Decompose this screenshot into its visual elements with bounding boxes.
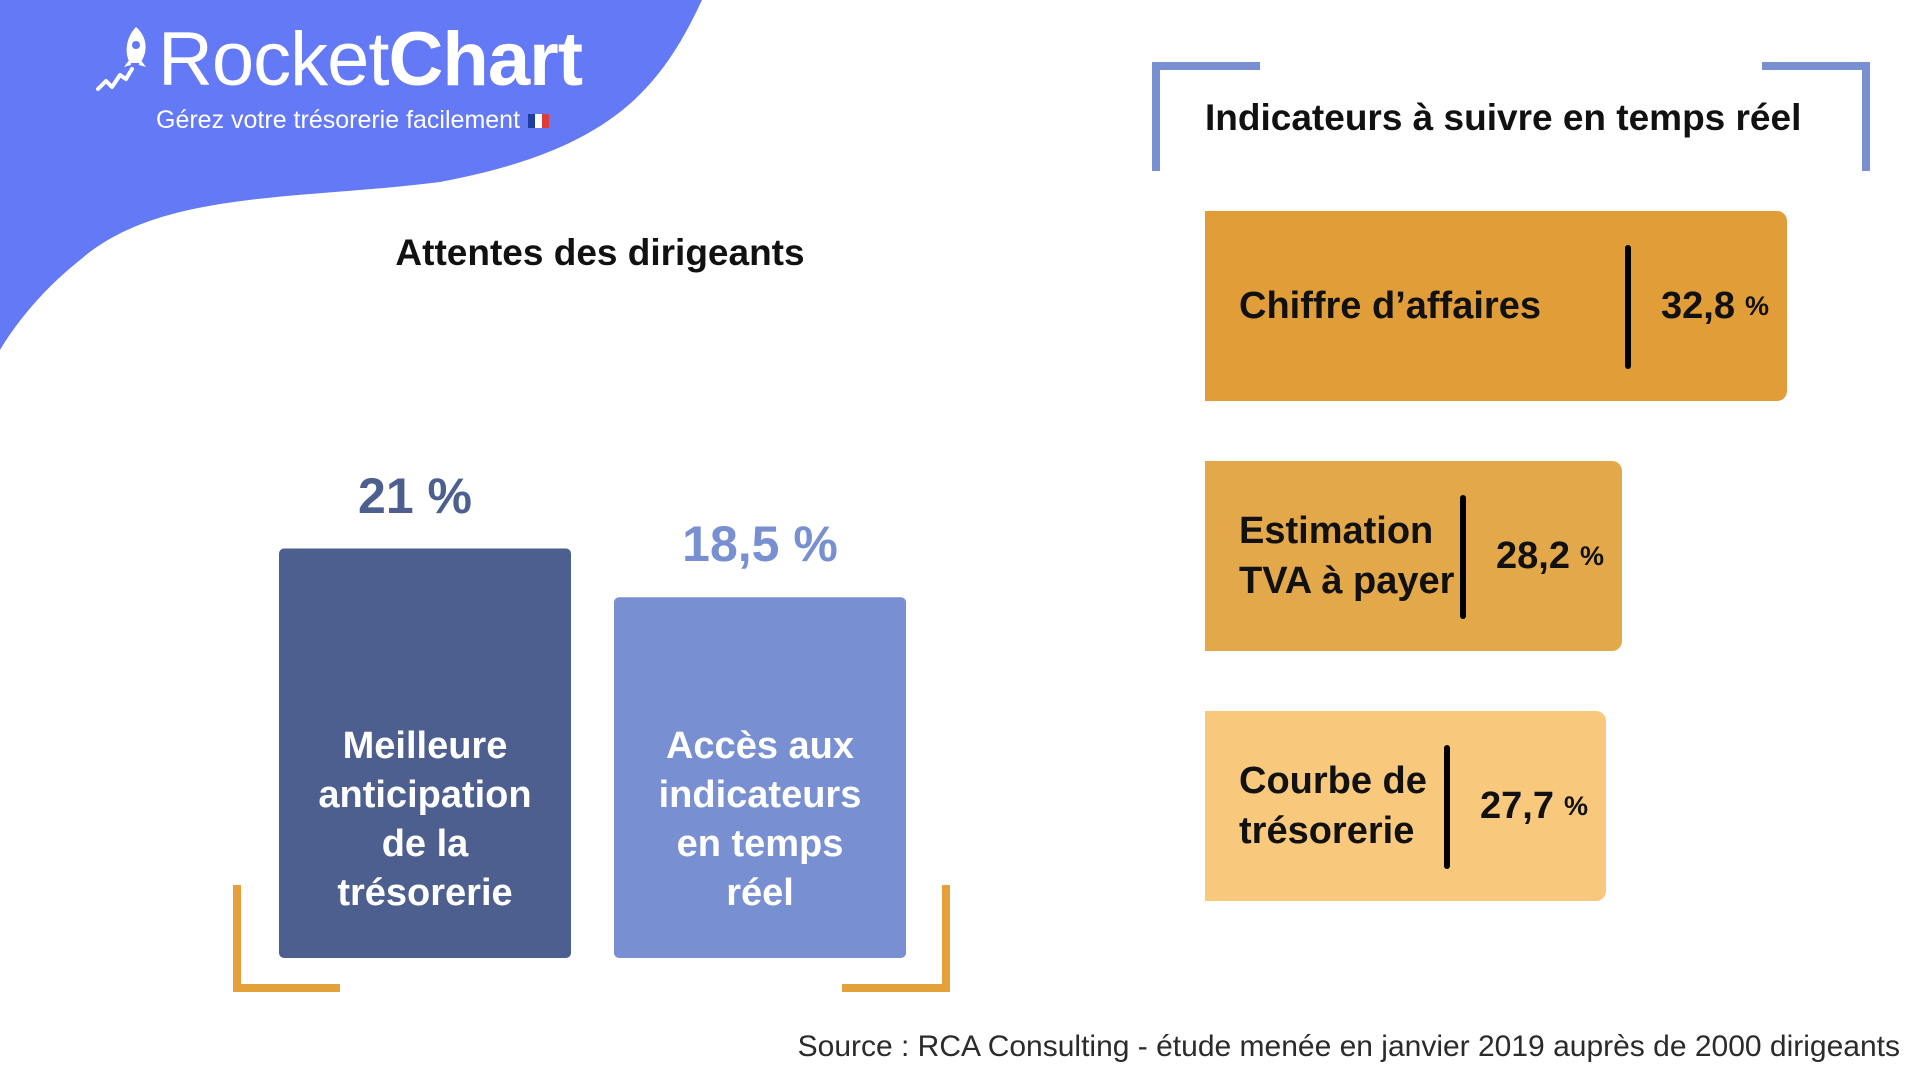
indicator-label: Courbe de trésorerie xyxy=(1239,711,1569,901)
indicator-value: 32,8% xyxy=(1661,211,1769,401)
chart-title-attentes: Attentes des dirigeants xyxy=(395,232,805,273)
indicator-label-line: Courbe de xyxy=(1239,760,1427,802)
bar-anticipation xyxy=(279,548,571,958)
bar-label-line: Accès aux xyxy=(665,725,854,767)
bar-indicateurs xyxy=(614,597,906,958)
brand-name: RocketChart xyxy=(158,17,583,102)
indicator-value-number: 32,8 xyxy=(1661,284,1735,327)
indicator-value-unit: % xyxy=(1563,790,1588,821)
bar-value-label-0: 21 % xyxy=(358,467,472,524)
logo: RocketChart Gérez votre trésorerie facil… xyxy=(96,17,583,135)
indicator-value: 27,7% xyxy=(1480,711,1588,901)
source-note: Source : RCA Consulting - étude menée en… xyxy=(797,1030,1900,1063)
indicator-chiffre-affaires: Chiffre d’affaires 32,8% xyxy=(1205,211,1787,401)
indicator-courbe-tresorerie: Courbe de trésorerie 27,7% xyxy=(1205,711,1606,901)
bar-label-line: Meilleure xyxy=(342,725,508,767)
rocket-icon xyxy=(96,27,146,91)
indicator-value-number: 27,7 xyxy=(1480,784,1554,827)
bar-label-line: anticipation xyxy=(318,774,532,816)
bar-label-line: de la xyxy=(381,823,469,865)
indicator-divider xyxy=(1460,495,1466,619)
tagline: Gérez votre trésorerie facilement xyxy=(156,106,582,135)
bar-label-line: réel xyxy=(726,872,794,914)
bar-label-anticipation: Meilleure anticipation de la trésorerie xyxy=(279,722,571,918)
bar-label-indicateurs: Accès aux indicateurs en temps réel xyxy=(614,722,906,918)
indicator-label-line: trésorerie xyxy=(1239,810,1415,852)
chart-title-indicateurs: Indicateurs à suivre en temps réel xyxy=(1205,97,1802,138)
flag-fr-icon xyxy=(528,113,550,128)
tagline-text: Gérez votre trésorerie facilement xyxy=(156,106,521,134)
indicator-label: Chiffre d’affaires xyxy=(1239,211,1569,401)
indicator-estimation-tva: Estimation TVA à payer 28,2% xyxy=(1205,461,1622,651)
indicator-divider xyxy=(1625,245,1631,369)
indicator-value-number: 28,2 xyxy=(1496,534,1570,577)
indicator-divider xyxy=(1444,745,1450,869)
indicator-value: 28,2% xyxy=(1496,461,1604,651)
indicator-value-unit: % xyxy=(1744,290,1769,321)
bar-label-line: en temps xyxy=(676,823,844,865)
bracket-right xyxy=(842,885,950,992)
bracket-top-left xyxy=(1152,62,1260,171)
indicator-label-line: Chiffre d’affaires xyxy=(1239,285,1541,327)
bar-value-label-1: 18,5 % xyxy=(682,516,838,573)
indicator-label: Estimation TVA à payer xyxy=(1239,461,1569,651)
indicator-label-line: Estimation xyxy=(1239,510,1434,552)
indicator-label-line: TVA à payer xyxy=(1239,560,1455,602)
bracket-left xyxy=(233,885,340,992)
bar-label-line: indicateurs xyxy=(658,774,862,816)
indicator-value-unit: % xyxy=(1579,540,1604,571)
bracket-top-right xyxy=(1762,62,1870,171)
bar-label-line: trésorerie xyxy=(337,872,513,914)
